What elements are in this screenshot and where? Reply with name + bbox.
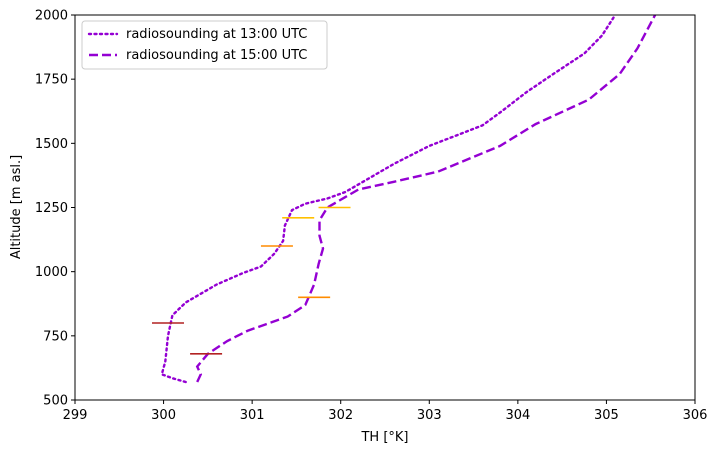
marker-layer [152,206,351,355]
y-tick-label-6: 2000 [35,9,68,24]
plot-area [75,15,695,400]
x-tick-label-6: 305 [594,408,619,423]
y-tick-label-5: 1750 [35,73,68,88]
x-tick-label-5: 304 [505,408,530,423]
y-tick-label-1: 750 [43,329,68,344]
x-tick-label-0: 299 [63,408,88,423]
y-tick-label-4: 1500 [35,137,68,152]
series-line-0 [160,16,615,384]
legend: radiosounding at 13:00 UTC radiosounding… [81,20,328,70]
series-layer [160,14,657,384]
x-tick-label-3: 302 [328,408,353,423]
y-tick-label-2: 1000 [35,265,68,280]
y-tick-label-3: 1250 [35,201,68,216]
x-tick-label-1: 300 [151,408,176,423]
y-tick-label-0: 500 [43,394,68,409]
series-line-1 [195,14,657,383]
legend-label-15utc: radiosounding at 15:00 UTC [126,48,307,63]
legend-label-13utc: radiosounding at 13:00 UTC [126,27,307,42]
legend-box [81,20,328,70]
y-axis: 500 750 1000 1250 1500 1750 2000 [35,9,75,409]
y-axis-label: Altitude [m asl.] [9,155,24,259]
x-tick-label-4: 303 [417,408,442,423]
x-tick-label-7: 306 [683,408,708,423]
x-axis: 299 300 301 302 303 304 305 306 [63,400,708,423]
x-tick-label-2: 301 [240,408,265,423]
x-axis-label: TH [°K] [360,430,408,445]
